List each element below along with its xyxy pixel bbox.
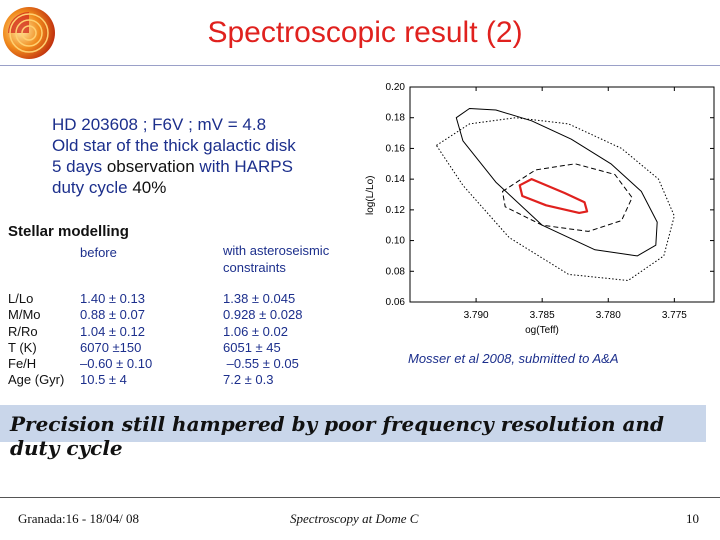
before-values: 1.40 ± 0.13 0.88 ± 0.07 1.04 ± 0.12 6070…: [80, 291, 152, 389]
slide-title: Spectroscopic result (2): [207, 16, 523, 49]
before-value: 1.04 ± 0.12: [80, 323, 145, 339]
contour-dashed-black: [502, 163, 633, 232]
after-value: 0.928 ± 0.028: [223, 307, 303, 323]
after-value: –0.55 ± 0.05: [223, 356, 299, 372]
contour-dotted-black: [435, 117, 675, 281]
y-tick-label: 0.20: [386, 82, 406, 93]
hr-diagram: 0.20 0.18 0.16 0.14 0.12 0.10 0.08 0.06 3.790 3.…: [356, 75, 718, 337]
before-value: 0.88 ± 0.07: [80, 307, 145, 323]
observation-line-post: with HARPS: [194, 157, 293, 176]
observation-line: 5 days observation with HARPS: [52, 156, 296, 177]
duty-cycle-label: duty cycle: [52, 178, 133, 197]
x-tick-label: 3.790: [464, 310, 489, 321]
after-values: 1.38 ± 0.045 0.928 ± 0.028 1.06 ± 0.02 6…: [223, 291, 302, 389]
after-value: 1.06 ± 0.02: [223, 323, 288, 339]
footer-divider: [0, 497, 720, 498]
stellar-modelling-panel: [0, 219, 354, 389]
star-description: HD 203608 ; F6V ; mV = 4.8 Old star of t…: [52, 114, 296, 198]
before-value: 6070 ±150: [80, 339, 142, 355]
y-tick-label: 0.12: [386, 205, 406, 216]
duty-cycle-value: 40%: [132, 178, 167, 197]
table-row-label: Age (Gyr): [8, 372, 65, 388]
duty-cycle-line: duty cycle 40%: [52, 177, 296, 198]
column-before-header: before: [80, 245, 117, 260]
y-tick-label: 0.16: [386, 143, 406, 154]
x-axis-label: og(Teff): [525, 325, 559, 336]
y-tick-label: 0.10: [386, 236, 406, 247]
observation-word: observation: [106, 157, 195, 176]
contour-solid-black: [455, 108, 658, 257]
hr-diagram-svg: 0.20 0.18 0.16 0.14 0.12 0.10 0.08 0.06 3.790 3.…: [365, 82, 715, 336]
table-row-label: M/Mo: [8, 307, 41, 323]
before-value: 1.40 ± 0.13: [80, 291, 145, 306]
stellar-modelling-heading: Stellar modelling: [8, 223, 129, 240]
plot-frame: [409, 86, 715, 303]
title-divider: [0, 65, 720, 66]
column-after-header: with asteroseismic constraints: [223, 243, 330, 275]
y-tick-label: 0.06: [386, 297, 406, 308]
table-row-label: T (K): [8, 339, 37, 355]
y-axis-label: log(L/Lo): [365, 176, 376, 215]
x-tick-label: 3.780: [596, 310, 621, 321]
sun-logo: [2, 0, 56, 66]
star-population-line: Old star of the thick galactic disk: [52, 136, 296, 155]
after-value: 6051 ± 45: [223, 339, 281, 355]
table-row-label: R/Ro: [8, 323, 38, 339]
star-id-line: HD 203608 ; F6V ; mV = 4.8: [52, 115, 267, 134]
contour-solid-red: [518, 177, 589, 214]
after-value: 1.38 ± 0.045: [223, 291, 296, 306]
footer-venue-date: Granada:16 - 18/04/ 08: [18, 511, 139, 526]
citation: Mosser et al 2008, submitted to A&A: [408, 351, 619, 366]
y-tick-label: 0.18: [386, 113, 406, 124]
after-value: 7.2 ± 0.3: [223, 372, 274, 388]
page-number: 10: [686, 511, 699, 526]
before-value: 10.5 ± 4: [80, 372, 127, 388]
precision-statement: Precision still hampered by poor frequen…: [10, 412, 664, 460]
before-value: –0.60 ± 0.10: [80, 356, 153, 372]
x-tick-label: 3.785: [530, 310, 555, 321]
y-tick-label: 0.08: [386, 266, 406, 277]
footer-talk-title: Spectroscopy at Dome C: [290, 511, 419, 526]
table-row-label: Fe/H: [8, 356, 37, 372]
observation-line-pre: 5 days: [52, 157, 107, 176]
parameter-labels: L/Lo M/Mo R/Ro T (K) Fe/H Age (Gyr): [8, 291, 64, 389]
table-row-label: L/Lo: [8, 291, 34, 306]
x-tick-label: 3.775: [662, 310, 687, 321]
y-tick-label: 0.14: [386, 174, 406, 185]
precision-banner: [0, 405, 706, 442]
